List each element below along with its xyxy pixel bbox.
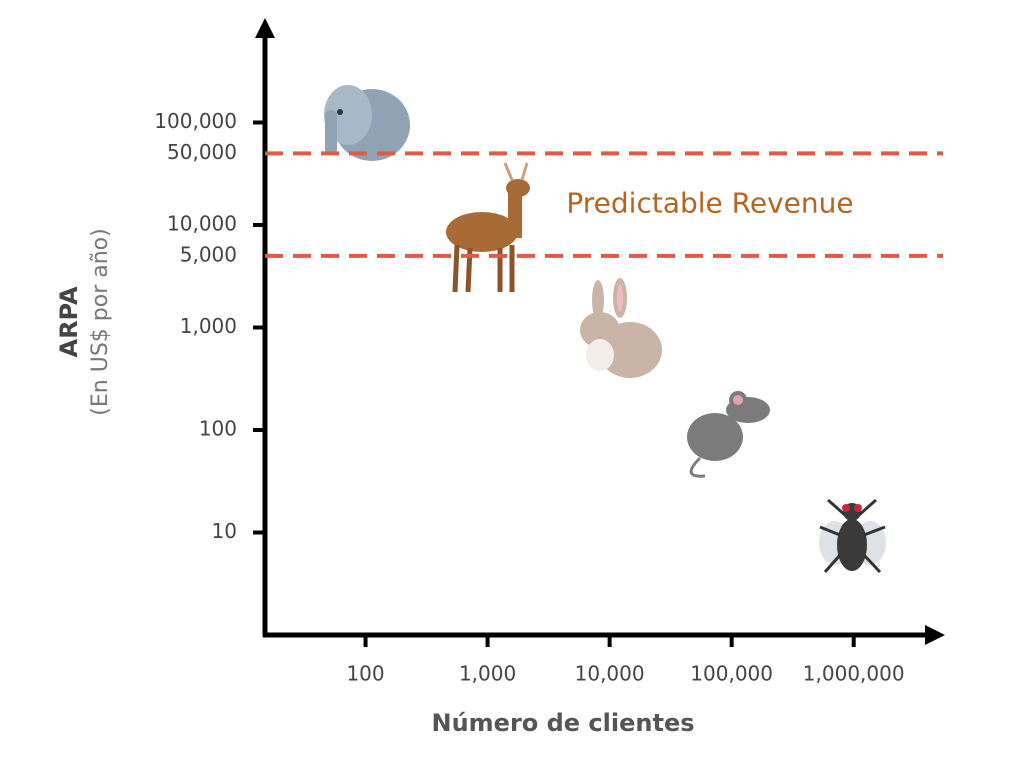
x-axis-label: Número de clientes [431, 709, 694, 737]
rabbit-icon [580, 278, 662, 378]
reference-label: 5,000 [180, 242, 237, 266]
y-tick-label: 10,000 [167, 212, 237, 236]
x-tick-label: 100 [346, 662, 384, 686]
rat-icon [687, 391, 770, 478]
deer-icon [446, 162, 530, 293]
y-axis-sublabel: (En US$ por año) [88, 228, 113, 415]
y-tick-label: 10 [212, 519, 237, 543]
y-axis-label: ARPA [55, 286, 83, 357]
x-tick-label: 1,000 [459, 662, 516, 686]
x-tick-label: 10,000 [575, 662, 645, 686]
elephant-icon [324, 85, 410, 161]
y-tick-label: 100,000 [154, 109, 237, 133]
y-tick-label: 1,000 [180, 314, 237, 338]
reference-label: 50,000 [167, 140, 237, 164]
x-tick-label: 100,000 [690, 662, 773, 686]
annotation: Predictable Revenue [566, 187, 853, 220]
y-tick-label: 100 [199, 417, 237, 441]
fly-icon [819, 498, 886, 574]
x-tick-label: 1,000,000 [803, 662, 905, 686]
